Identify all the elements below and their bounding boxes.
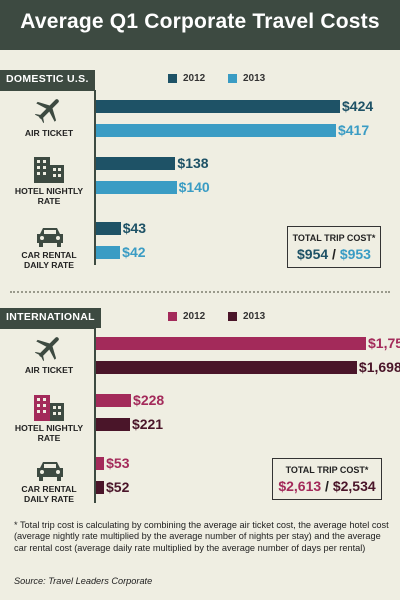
bar-2012-0 [96,337,366,350]
bar-2013-2 [96,246,121,259]
total-value-2012: $2,613 [278,478,322,494]
category-label-car: CAR RENTAL DAILY RATE [21,484,77,504]
section-divider [10,291,390,293]
data-label-2013-0: $1,698 [358,359,400,375]
total-value-2013: $953 [339,246,371,262]
data-label-2013-0: $417 [337,122,370,138]
bar-2013-0 [96,124,336,137]
data-label-2013-1: $140 [178,179,210,195]
footnote: * Total trip cost is calculating by comb… [14,520,389,553]
bar-2013-0 [96,361,357,374]
bar-2013-1 [96,181,177,194]
section-tag-domestic: DOMESTIC U.S. [0,70,95,90]
legend-label-2013: 2013 [243,73,266,84]
legend-label-2012: 2012 [183,73,206,84]
total-separator: / [325,478,333,494]
legend-swatch-2012 [168,312,177,321]
section-tag-international: INTERNATIONAL [0,308,101,328]
data-label-2012-0: $424 [342,98,374,114]
data-label-2012-2: $53 [106,455,130,471]
total-values: $2,613 / $2,534 [273,478,381,494]
section-underline [0,89,95,91]
total-value-2013: $2,534 [332,478,376,494]
total-label: TOTAL TRIP COST* [285,465,369,475]
axis-line-international [94,328,96,503]
bar-2012-2 [96,222,121,235]
source-credit: Source: Travel Leaders Corporate [14,576,153,586]
axis-line-domestic [94,90,96,265]
bar-2012-1 [96,157,176,170]
data-label-2012-1: $138 [177,155,209,171]
legend-item-2012: 2012 [168,73,205,84]
data-label-2013-2: $52 [106,479,130,495]
bar-2013-1 [96,418,130,431]
legend-item-2013: 2013 [228,311,265,322]
bar-2012-1 [96,394,132,407]
total-values: $954 / $953 [288,246,380,262]
data-label-2012-2: $43 [122,220,147,236]
bar-2012-0 [96,100,340,113]
data-label-2013-1: $221 [131,416,164,432]
legend-swatch-2012 [168,74,177,83]
car-icon [37,228,63,247]
total-trip-cost-international: TOTAL TRIP COST* $2,613 / $2,534 [272,458,382,500]
category-label-air: AIR TICKET [24,128,74,138]
legend-item-2013: 2013 [228,73,265,84]
total-trip-cost-domestic: TOTAL TRIP COST* $954 / $953 [287,226,381,268]
airplane-icon [34,337,59,362]
category-label-car: CAR RENTAL DAILY RATE [21,250,77,270]
category-label-hotel: HOTEL NIGHTLY RATE [14,186,84,206]
airplane-icon [34,99,59,124]
legend-item-2012: 2012 [168,311,205,322]
category-label-hotel: HOTEL NIGHTLY RATE [14,423,84,443]
section-underline [0,327,95,329]
data-label-2012-0: $1,757 [368,335,400,351]
bar-2012-2 [96,457,105,470]
legend-swatch-2013 [228,312,237,321]
total-value-2012: $954 [297,246,329,262]
data-label-2013-2: $42 [122,244,146,260]
header-banner: Average Q1 Corporate Travel Costs [0,0,400,50]
category-label-air: AIR TICKET [24,365,74,375]
legend-swatch-2013 [228,74,237,83]
data-label-2012-1: $228 [133,392,165,408]
page-title: Average Q1 Corporate Travel Costs [20,10,380,33]
total-label: TOTAL TRIP COST* [292,233,376,243]
hotel-icon [34,157,64,183]
legend-label-2013: 2013 [243,311,266,322]
hotel-icon [34,395,64,421]
car-icon [37,462,63,481]
total-separator: / [332,246,340,262]
legend-label-2012: 2012 [183,311,206,322]
bar-2013-2 [96,481,104,494]
